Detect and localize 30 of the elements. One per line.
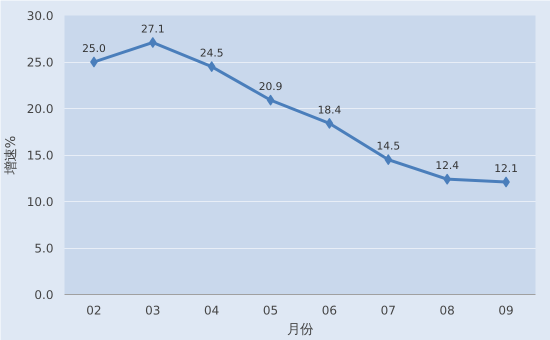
x-tick-label: 04 [204, 304, 220, 318]
point [208, 61, 216, 72]
x-tick-label: 07 [380, 304, 396, 318]
point [384, 154, 392, 166]
data-label: 24.5 [200, 46, 224, 60]
data-label: 27.1 [140, 22, 165, 36]
y-axis-title: 增速% [4, 136, 19, 176]
x-tick-label: 06 [322, 304, 338, 318]
y-tick-label: 5.0 [34, 242, 54, 256]
y-tick-label: 15.0 [26, 148, 54, 162]
x-tick-label: 08 [440, 304, 455, 318]
data-label: 12.1 [494, 162, 518, 175]
x-axis-title: 月份 [287, 322, 313, 338]
data-label: 18.4 [318, 103, 342, 116]
point [148, 36, 157, 48]
x-tick-label: 05 [262, 304, 278, 318]
x-tick-label: 02 [86, 304, 102, 318]
data-label: 14.5 [376, 140, 400, 153]
data-label: 12.4 [435, 159, 460, 172]
y-tick-label: 20.0 [26, 102, 54, 116]
y-tick-label: 10.0 [26, 195, 54, 209]
point [443, 174, 452, 185]
y-tick-label: 30.0 [26, 9, 54, 23]
x-tick-label: 03 [145, 304, 160, 318]
data-label: 25.0 [82, 42, 106, 55]
x-tick-label: 09 [498, 304, 514, 318]
data-label: 20.9 [258, 80, 283, 94]
y-tick-label: 0.0 [34, 288, 54, 302]
point [90, 56, 98, 68]
y-tick-label: 25.0 [26, 56, 54, 70]
